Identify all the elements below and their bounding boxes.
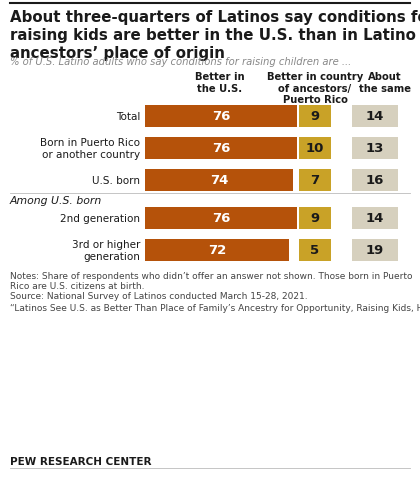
Text: About three-quarters of Latinos say conditions for
raising kids are better in th: About three-quarters of Latinos say cond… [10, 10, 420, 61]
Bar [299, 207, 331, 229]
Text: 76: 76 [212, 142, 230, 155]
Text: 3rd or higher
generation: 3rd or higher generation [72, 240, 140, 261]
Bar [145, 106, 297, 128]
Text: “Latinos See U.S. as Better Than Place of Family’s Ancestry for Opportunity, Rai: “Latinos See U.S. as Better Than Place o… [10, 303, 420, 312]
Text: 76: 76 [212, 212, 230, 225]
Text: 9: 9 [310, 110, 320, 123]
Text: Better in
the U.S.: Better in the U.S. [195, 72, 245, 94]
Text: About
the same: About the same [359, 72, 411, 94]
Bar [352, 207, 398, 229]
Text: 10: 10 [306, 142, 324, 155]
Text: Notes: Share of respondents who didn’t offer an answer not shown. Those born in : Notes: Share of respondents who didn’t o… [10, 271, 412, 291]
Text: Better in country
of ancestors/
Puerto Rico: Better in country of ancestors/ Puerto R… [267, 72, 363, 105]
Text: 19: 19 [366, 244, 384, 257]
Text: 5: 5 [310, 244, 320, 257]
Text: Among U.S. born: Among U.S. born [10, 195, 102, 205]
Text: Total: Total [116, 112, 140, 122]
Bar [145, 207, 297, 229]
Bar [352, 240, 398, 262]
Bar [352, 169, 398, 192]
Bar [145, 169, 293, 192]
Bar [352, 138, 398, 160]
Bar [299, 240, 331, 262]
Text: 14: 14 [366, 110, 384, 123]
Text: PEW RESEARCH CENTER: PEW RESEARCH CENTER [10, 456, 152, 466]
Text: 13: 13 [366, 142, 384, 155]
Bar [145, 138, 297, 160]
Text: 16: 16 [366, 174, 384, 187]
Bar [352, 106, 398, 128]
Text: 9: 9 [310, 212, 320, 225]
Text: % of U.S. Latino adults who say conditions for raising children are ...: % of U.S. Latino adults who say conditio… [10, 57, 351, 67]
Text: 72: 72 [208, 244, 226, 257]
Text: U.S. born: U.S. born [92, 176, 140, 186]
Bar [299, 138, 331, 160]
Text: Source: National Survey of Latinos conducted March 15-28, 2021.: Source: National Survey of Latinos condu… [10, 291, 307, 300]
Text: 76: 76 [212, 110, 230, 123]
Text: 74: 74 [210, 174, 228, 187]
Text: 2nd generation: 2nd generation [60, 214, 140, 224]
Text: 14: 14 [366, 212, 384, 225]
Text: 7: 7 [310, 174, 320, 187]
Text: Born in Puerto Rico
or another country: Born in Puerto Rico or another country [40, 138, 140, 159]
Bar [145, 240, 289, 262]
Bar [299, 106, 331, 128]
Bar [299, 169, 331, 192]
